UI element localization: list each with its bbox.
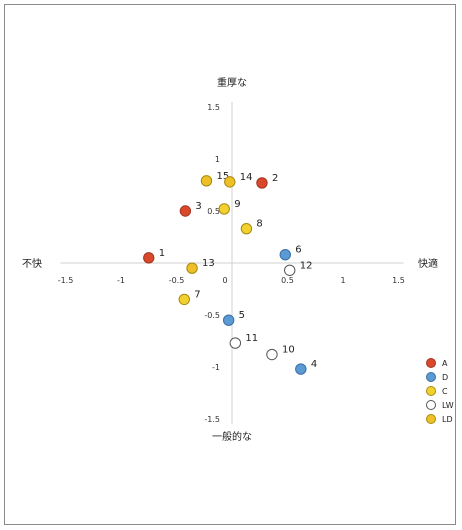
point-label-14: 14 (240, 172, 253, 183)
point-label-5: 5 (239, 310, 245, 321)
point-14 (224, 176, 236, 188)
x-tick-labels: -1.5 -1 -0.5 0 0.5 1 1.5 (58, 276, 405, 285)
legend-marker-LD (426, 414, 436, 424)
point-label-9: 9 (234, 199, 240, 210)
axis-label-right: 快適 (418, 257, 438, 270)
chart-frame (4, 4, 456, 525)
point-label-8: 8 (256, 219, 262, 230)
point-13 (186, 262, 198, 274)
legend-label-LW: LW (442, 401, 454, 410)
y-tick-label: 1 (215, 155, 220, 164)
point-4 (295, 363, 307, 375)
y-tick-label: -1 (212, 363, 220, 372)
legend-marker-LW (426, 400, 436, 410)
y-tick-label: -0.5 (204, 311, 220, 320)
point-label-15: 15 (216, 171, 229, 182)
point-6 (279, 248, 291, 261)
point-5 (222, 314, 235, 326)
point-2 (256, 177, 268, 189)
point-label-1: 1 (159, 248, 165, 259)
point-12 (284, 264, 296, 276)
point-label-7: 7 (194, 289, 200, 300)
x-tick-label: -1 (117, 276, 125, 285)
point-label-13: 13 (202, 258, 215, 269)
legend-label-A: A (442, 359, 448, 368)
legend-label-C: C (442, 387, 448, 396)
y-tick-labels: 1.5 1 0.5 -0.5 -1 -1.5 (204, 103, 220, 424)
y-tick-label: -1.5 (204, 415, 220, 424)
point-label-3: 3 (195, 201, 201, 212)
point-11 (229, 337, 242, 349)
point-15 (200, 175, 213, 187)
legend-label-LD: LD (442, 415, 453, 424)
x-tick-label: -0.5 (169, 276, 185, 285)
point-label-11: 11 (245, 333, 258, 344)
legend-marker-D (426, 372, 436, 382)
x-tick-label: 0 (222, 276, 227, 285)
x-tick-label: 1.5 (392, 276, 405, 285)
axes (60, 102, 404, 424)
point-1 (143, 252, 155, 264)
axis-label-left: 不快 (22, 258, 42, 270)
axis-label-bottom: 一般的な (212, 430, 252, 443)
point-label-10: 10 (282, 345, 295, 356)
legend-label-D: D (442, 373, 448, 382)
y-tick-label: 1.5 (207, 103, 220, 112)
point-label-4: 4 (311, 359, 317, 370)
legend: ADC LW LD (426, 358, 454, 424)
x-tick-label: -1.5 (58, 276, 74, 285)
legend-marker-C (426, 386, 436, 396)
point-label-2: 2 (272, 173, 278, 184)
point-label-6: 6 (295, 245, 301, 256)
y-tick-label: 0.5 (207, 207, 220, 216)
x-tick-label: 1 (340, 276, 345, 285)
x-tick-label: 0.5 (281, 276, 294, 285)
point-9 (218, 203, 230, 215)
axis-label-top: 重厚な (217, 76, 247, 89)
point-7 (178, 293, 190, 306)
point-10 (266, 348, 278, 361)
point-8 (240, 222, 253, 235)
point-3 (179, 205, 192, 217)
point-label-12: 12 (300, 260, 313, 271)
legend-marker-A (426, 358, 436, 368)
